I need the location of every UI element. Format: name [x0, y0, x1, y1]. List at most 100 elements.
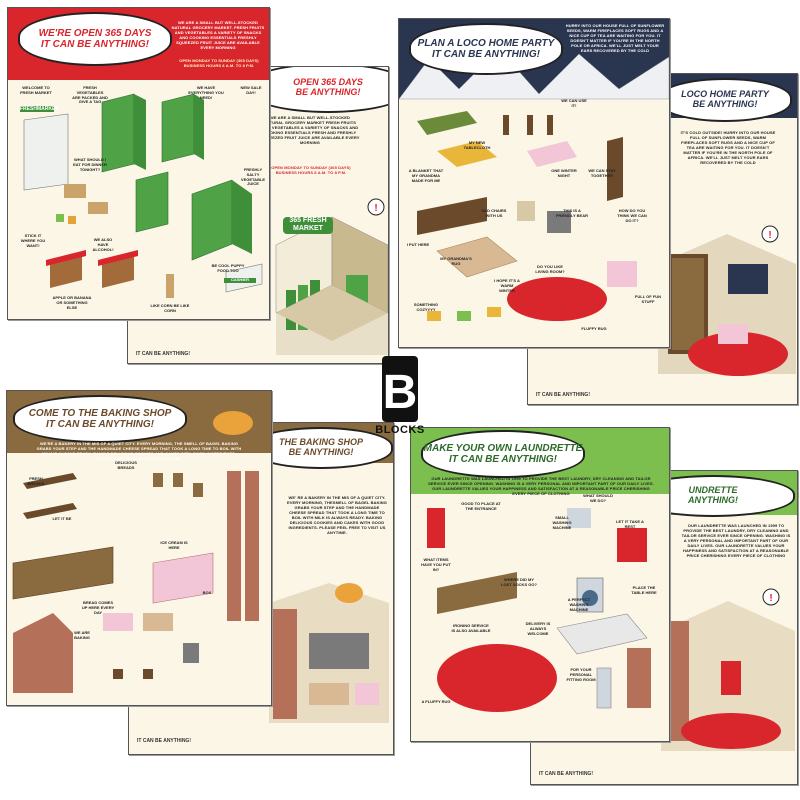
bakery-label-3: LET IT BE — [52, 516, 72, 521]
party-label-14: SOMETHING COZYYYY — [413, 302, 439, 312]
bakery-back-intro: WE' RE A BAKERY IN THE MIS OF A QUIET CI… — [287, 495, 387, 535]
bakery-title: COME TO THE BAKING SHOP — [28, 408, 172, 419]
bakery-label-2: DELICIOUS BREADS — [115, 460, 137, 470]
bakery-front-sheet: COME TO THE BAKING SHOP IT CAN BE ANYTHI… — [6, 390, 272, 706]
bakery-label-4: ICE CREAM IS HERE — [160, 540, 188, 550]
bakery-back-title2: BE ANYTHING! — [288, 447, 354, 457]
market-label-8: WE ALSO HAVE ALCOHOL! — [92, 237, 114, 252]
bakery-title2: IT CAN BE ANYTHING! — [46, 419, 154, 430]
laundry-title-bubble: MAKE YOUR OWN LAUNDRETTE IT CAN BE ANYTH… — [421, 430, 585, 478]
market-cashier-sign: CASHIER — [224, 277, 256, 283]
party-label-9: I PUT HERE — [406, 242, 430, 247]
party-label-1: WE CAN USE IT! — [561, 98, 587, 108]
party-title: PLAN A LOCO HOME PARTY — [417, 38, 555, 49]
market-label-11: BE COOL PUPPY FOOD TOO — [211, 263, 245, 273]
party-label-13: FULL OF FUN STUFF — [634, 294, 662, 304]
bakery-intro: WE'RE A BAKERY IN THE MIS OF A QUIET CIT… — [36, 441, 242, 461]
party-back-bottom: IT CAN BE ANYTHING! — [536, 392, 590, 398]
laundry-label-11: FOR YOUR PERSONAL FITTING ROOM — [566, 667, 596, 682]
svg-text:!: ! — [769, 593, 772, 604]
bakery-title-bubble: COME TO THE BAKING SHOP IT CAN BE ANYTHI… — [13, 395, 187, 443]
market-front-sheet: WE'RE OPEN 365 DAYS IT CAN BE ANYTHING! … — [7, 7, 270, 320]
laundry-back-bottom: IT CAN BE ANYTHING! — [539, 771, 593, 777]
laundry-title: MAKE YOUR OWN LAUNDRETTE — [423, 443, 583, 454]
party-back-title-bubble: LOCO HOME PARTY BE ANYTHING! — [658, 78, 792, 122]
market-title-bubble: WE'RE OPEN 365 DAYS IT CAN BE ANYTHING! — [18, 12, 172, 66]
party-title2: IT CAN BE ANYTHING! — [432, 49, 540, 60]
laundry-back-intro: OUR LAUNDRETTE WAS LAUNCHED IN 1999 TO P… — [681, 523, 791, 558]
market-back-bottom: IT CAN BE ANYTHING! — [136, 351, 190, 357]
party-label-11: I HOPE IT'S A WARM WINTER — [494, 278, 520, 293]
party-label-2: MY NEW TABLECLOTH — [463, 140, 491, 150]
laundry-label-12: A FLUFFY RUG — [421, 699, 451, 704]
party-intro: HURRY INTO OUR HOUSE FULL OF SUNFLOWER S… — [565, 23, 665, 53]
market-store-sign: 365 FRESH MARKET — [283, 217, 333, 234]
logo-letter: B — [383, 366, 418, 419]
party-sticker-illustration — [417, 111, 637, 321]
market-hours: OPEN MONDAY TO SUNDAY (365 DAYS) BUSINES… — [179, 58, 259, 68]
party-label-15: FLUFFY RUG — [581, 326, 607, 331]
laundry-back-title: UNDRETTE — [688, 485, 738, 496]
laundry-label-8: PLACE THE TABLE HERE — [631, 585, 657, 595]
market-label-4: NEW SALE DAY! — [240, 85, 262, 95]
market-back-intro: WE ARE A SMALL BUT WELL-STOCKED NATURAL … — [260, 115, 360, 145]
party-label-4: ONE WINTER NIGHT — [551, 168, 577, 178]
laundry-label-9: IRONING SERVICE IS ALSO AVAILABLE — [451, 623, 491, 633]
market-label-5: WHAT SHOULD I EAT FOR DINNER TONIGHT? — [73, 157, 107, 172]
party-front-sheet: PLAN A LOCO HOME PARTY IT CAN BE ANYTHIN… — [398, 18, 670, 348]
laundry-title2: IT CAN BE ANYTHING! — [449, 454, 557, 465]
market-title: WE'RE OPEN 365 DAYS — [38, 28, 152, 39]
laundry-back-title2: ANYTHING! — [688, 495, 738, 505]
blocks-logo-mark: B — [382, 356, 418, 422]
market-label-6: FRESHLY SALTY VEGETABLE JUICE — [240, 167, 266, 187]
laundry-label-1: GOOD TO PLACE AT THE ENTRANCE — [461, 501, 501, 511]
laundry-front-sheet: MAKE YOUR OWN LAUNDRETTE IT CAN BE ANYTH… — [410, 427, 670, 742]
laundry-label-5: WHAT ITEMS HAVE YOU PUT IN? — [421, 557, 451, 572]
bakery-sticker-illustration — [12, 411, 259, 693]
party-room-illustration: ! — [658, 225, 796, 376]
party-back-intro: IT'S COLD OUTSIDE! HURRY INTO OUR HOUSE … — [680, 130, 776, 165]
bakery-back-title-bubble: THE BAKING SHOP BE ANYTHING! — [249, 427, 393, 469]
market-title2: IT CAN BE ANYTHING! — [41, 39, 149, 50]
market-room-illustration: ! — [275, 198, 388, 355]
party-back-title: LOCO HOME PARTY — [681, 89, 769, 100]
market-back-hours: OPEN MONDAY TO SUNDAY (365 DAYS) BUSINES… — [271, 165, 351, 175]
party-label-7: THIS IS A FRIENDLY BEAR — [555, 208, 588, 218]
svg-text:!: ! — [374, 203, 377, 214]
party-label-5: WE CAN STAY TOGETHER — [588, 168, 616, 178]
laundry-label-2: SMALL WASHING MACHINE — [552, 515, 572, 530]
party-label-6: OLD CHAIRS WITH US — [481, 208, 507, 218]
party-label-3: A BLANKET THAT MY GRANDMA MADE FOR ME — [408, 168, 444, 183]
laundry-label-3: WHAT SHOULD WE DO? — [583, 493, 613, 503]
laundry-label-7: A PERFECT WASHING MACHINE — [567, 597, 591, 612]
market-sticker-illustration — [23, 93, 263, 298]
market-back-title: OPEN 365 DAYS — [293, 77, 363, 88]
bakery-label-1: FRESH BREADS — [27, 476, 45, 486]
market-label-3: WE HAVE EVERYTHING YOU NEED! — [188, 85, 224, 100]
svg-text:!: ! — [768, 230, 771, 241]
market-back-title2: BE ANYTHING! — [295, 87, 361, 97]
market-fresh-sign: FRESHMARKET — [20, 106, 59, 112]
market-label-1: WELCOME TO FRESH MARKET — [20, 85, 52, 95]
laundry-label-10: DELIVERY IS ALWAYS WELCOME — [525, 621, 551, 636]
market-label-9: APPLE OR BANANA OR SOMETHING ELSE — [52, 295, 92, 310]
bakery-back-title: THE BAKING SHOP — [278, 437, 363, 448]
market-intro: WE ARE A SMALL BUT WELL-STOCKED NATURAL … — [171, 20, 265, 50]
logo-word: BLOCKS — [375, 424, 425, 436]
bakery-label-5: WE ARE BAKING — [74, 630, 90, 640]
laundry-room-illustration: ! — [661, 588, 795, 751]
bakery-label-6: BREAD COMES UP HERE EVERY DAY — [81, 600, 115, 615]
laundry-label-4: LET IT TAKE A REST — [616, 519, 644, 529]
blocks-logo: B BLOCKS — [375, 354, 424, 450]
laundry-label-6: WHERE DID MY LOST SOCKS GO? — [501, 577, 537, 587]
bakery-back-bottom: IT CAN BE ANYTHING! — [137, 738, 191, 744]
laundry-intro: OUR LAUNDRETTE WAS LAUNCHED IN 1999 TO P… — [428, 476, 654, 496]
party-label-12: DO YOU LIKE LIVING ROOM? — [535, 264, 565, 274]
market-label-7: STICK IT WHERE YOU WANT! — [20, 233, 46, 248]
market-label-2: FRESH VEGETABLES ARE PACKED AND GIVE A T… — [72, 85, 108, 105]
bakery-label-7: BOX — [202, 590, 212, 595]
bakery-room-illustration — [269, 583, 389, 723]
market-label-10: LIKE CORN BE LIKE CORN — [150, 303, 190, 313]
party-back-title2: BE ANYTHING! — [692, 99, 758, 109]
laundry-sticker-illustration — [427, 508, 651, 712]
